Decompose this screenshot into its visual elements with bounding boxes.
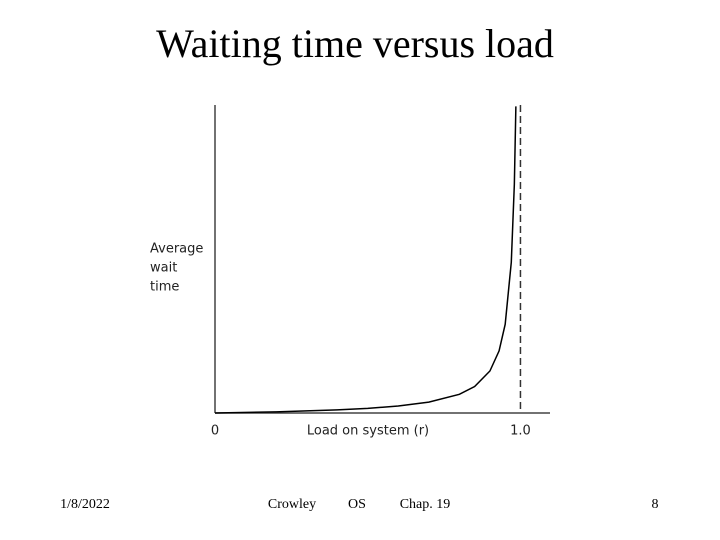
y-axis-label: Average (150, 242, 203, 257)
footer-course: OS (348, 497, 366, 512)
curve (214, 106, 517, 414)
y-axis-label: wait (150, 261, 177, 276)
footer-author: Crowley (268, 497, 316, 512)
footer-date: 1/8/2022 (60, 497, 110, 512)
x-tick-label: 1.0 (510, 424, 531, 439)
footer-page: 8 (652, 497, 659, 512)
y-axis-label: time (150, 280, 179, 295)
x-axis-label: Load on system (r) (307, 424, 429, 439)
slide-title: Waiting time versus load (156, 21, 554, 66)
x-tick-label: 0 (211, 424, 219, 439)
footer-chapter: Chap. 19 (400, 497, 451, 512)
